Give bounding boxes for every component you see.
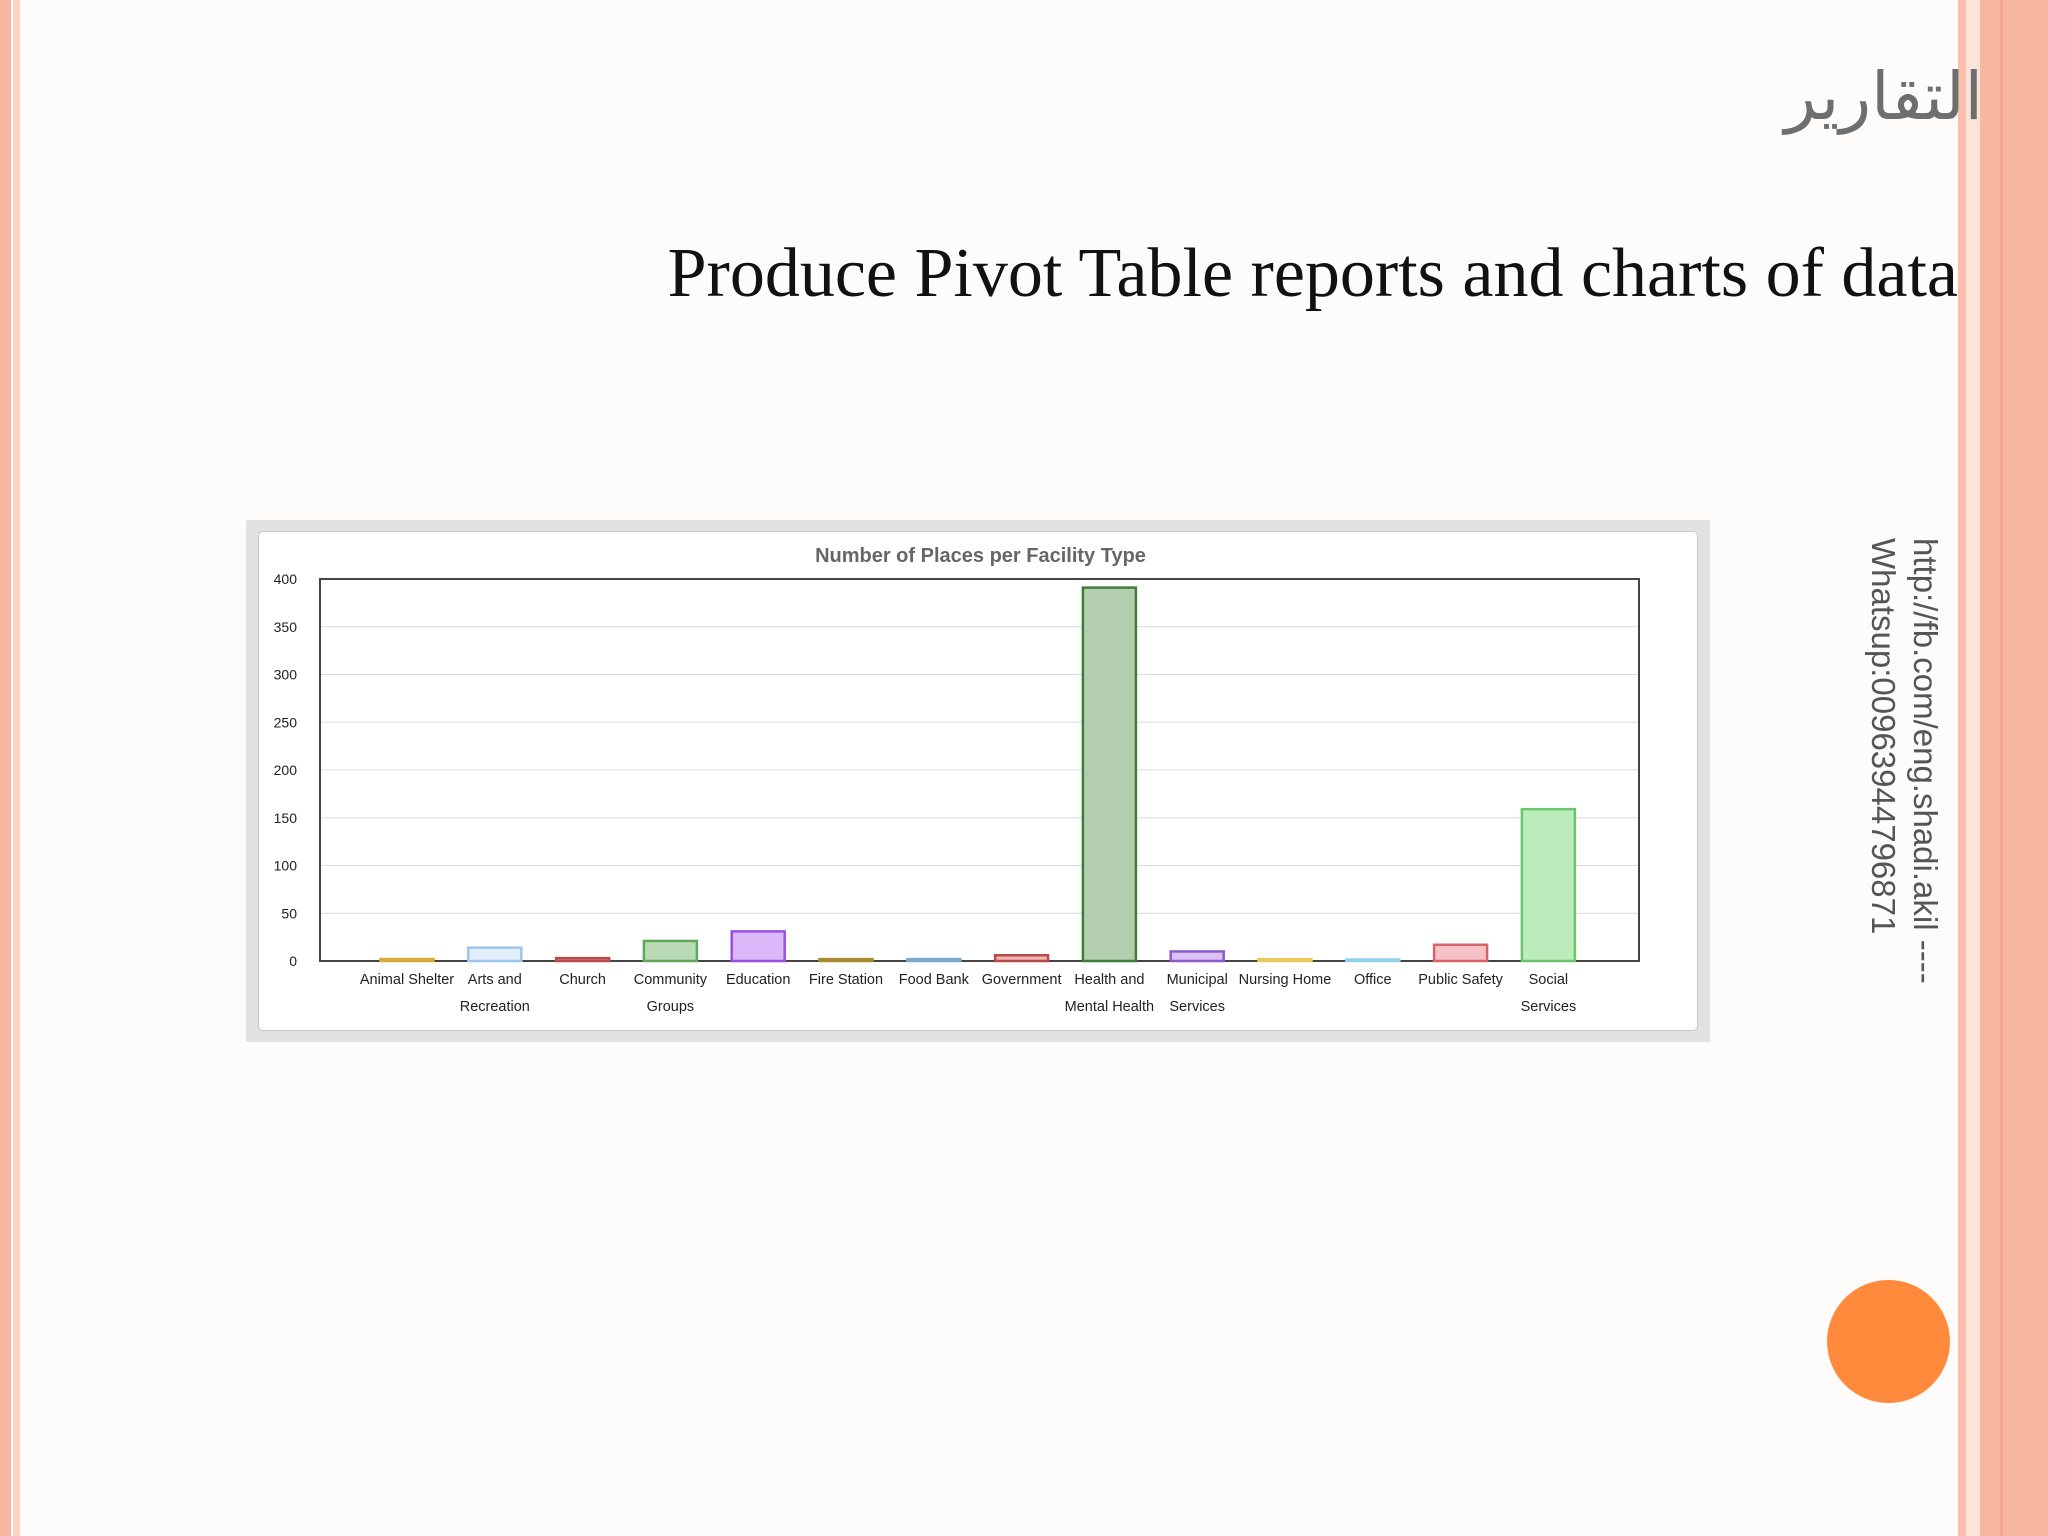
- vertical-contact-text: http://fb.com/eng.shadi.akil ---- Whatsu…: [1862, 538, 1946, 984]
- y-tick-label: 200: [274, 762, 298, 778]
- bar: [1520, 807, 1577, 963]
- decorative-dot: [1827, 1280, 1950, 1403]
- plot-area-border: [319, 578, 1640, 962]
- bar: [1257, 957, 1313, 963]
- x-tick-label: Education: [726, 972, 791, 988]
- y-tick-label: 0: [289, 953, 297, 969]
- y-tick-label: 150: [274, 810, 298, 826]
- facebook-link-text: http://fb.com/eng.shadi.akil ----: [1907, 538, 1944, 984]
- bar: [1345, 958, 1401, 963]
- slide-subtitle: Produce Pivot Table reports and charts o…: [667, 235, 1958, 312]
- bar: [1081, 586, 1138, 963]
- bar: [1432, 943, 1489, 963]
- left-border-inner-stripe: [13, 0, 20, 1536]
- x-tick-label: Public Safety: [1418, 972, 1503, 988]
- x-tick-label: Mental Health: [1065, 999, 1154, 1015]
- right-border-gap: [1966, 0, 1980, 1536]
- y-tick-label: 100: [274, 858, 298, 874]
- x-tick-label: Recreation: [460, 999, 530, 1015]
- x-tick-label: Animal Shelter: [360, 972, 454, 988]
- right-border-inner-stripe: [1958, 0, 1966, 1536]
- bar: [818, 957, 874, 963]
- bar: [730, 930, 786, 963]
- x-tick-label: Church: [559, 972, 606, 988]
- bar: [1169, 950, 1225, 963]
- x-tick-label: Health and: [1074, 972, 1144, 988]
- y-tick-label: 250: [274, 714, 298, 730]
- right-border-stripe: [1980, 0, 2048, 1536]
- y-tick-label: 400: [274, 571, 298, 587]
- x-tick-label: Services: [1169, 999, 1225, 1015]
- y-tick-label: 300: [274, 667, 298, 683]
- x-tick-label: Food Bank: [899, 972, 970, 988]
- x-tick-label: Groups: [647, 999, 695, 1015]
- bar: [642, 939, 699, 963]
- x-tick-label: Arts and: [468, 972, 522, 988]
- bar: [554, 956, 611, 963]
- y-tick-label: 350: [274, 619, 298, 635]
- y-tick-label: 50: [281, 905, 297, 921]
- bar-chart: Number of Places per Facility Type 0 50 100…: [274, 545, 1640, 1015]
- left-border-stripe: [0, 0, 11, 1536]
- bar: [993, 954, 1050, 963]
- slide-title: التقارير: [1784, 58, 1983, 135]
- x-tick-label: Community: [634, 972, 708, 988]
- chart-screenshot-frame: Number of Places per Facility Type 0 50 100…: [246, 520, 1710, 1042]
- x-tick-label: Social: [1529, 972, 1569, 988]
- x-tick-label: Government: [982, 972, 1062, 988]
- x-tick-label: Nursing Home: [1239, 972, 1332, 988]
- x-tick-label: Municipal: [1167, 972, 1228, 988]
- x-tick-label: Services: [1521, 999, 1577, 1015]
- chart-title: Number of Places per Facility Type: [815, 545, 1146, 567]
- x-tick-label: Office: [1354, 972, 1392, 988]
- bar: [467, 946, 523, 963]
- chart-panel: Number of Places per Facility Type 0 50 100…: [258, 531, 1698, 1031]
- bar: [906, 957, 962, 963]
- x-tick-label: Fire Station: [809, 972, 883, 988]
- whatsapp-text: Whatsup:00963944796871: [1865, 538, 1902, 935]
- bar: [379, 957, 435, 963]
- right-border-line: [2000, 0, 2003, 1536]
